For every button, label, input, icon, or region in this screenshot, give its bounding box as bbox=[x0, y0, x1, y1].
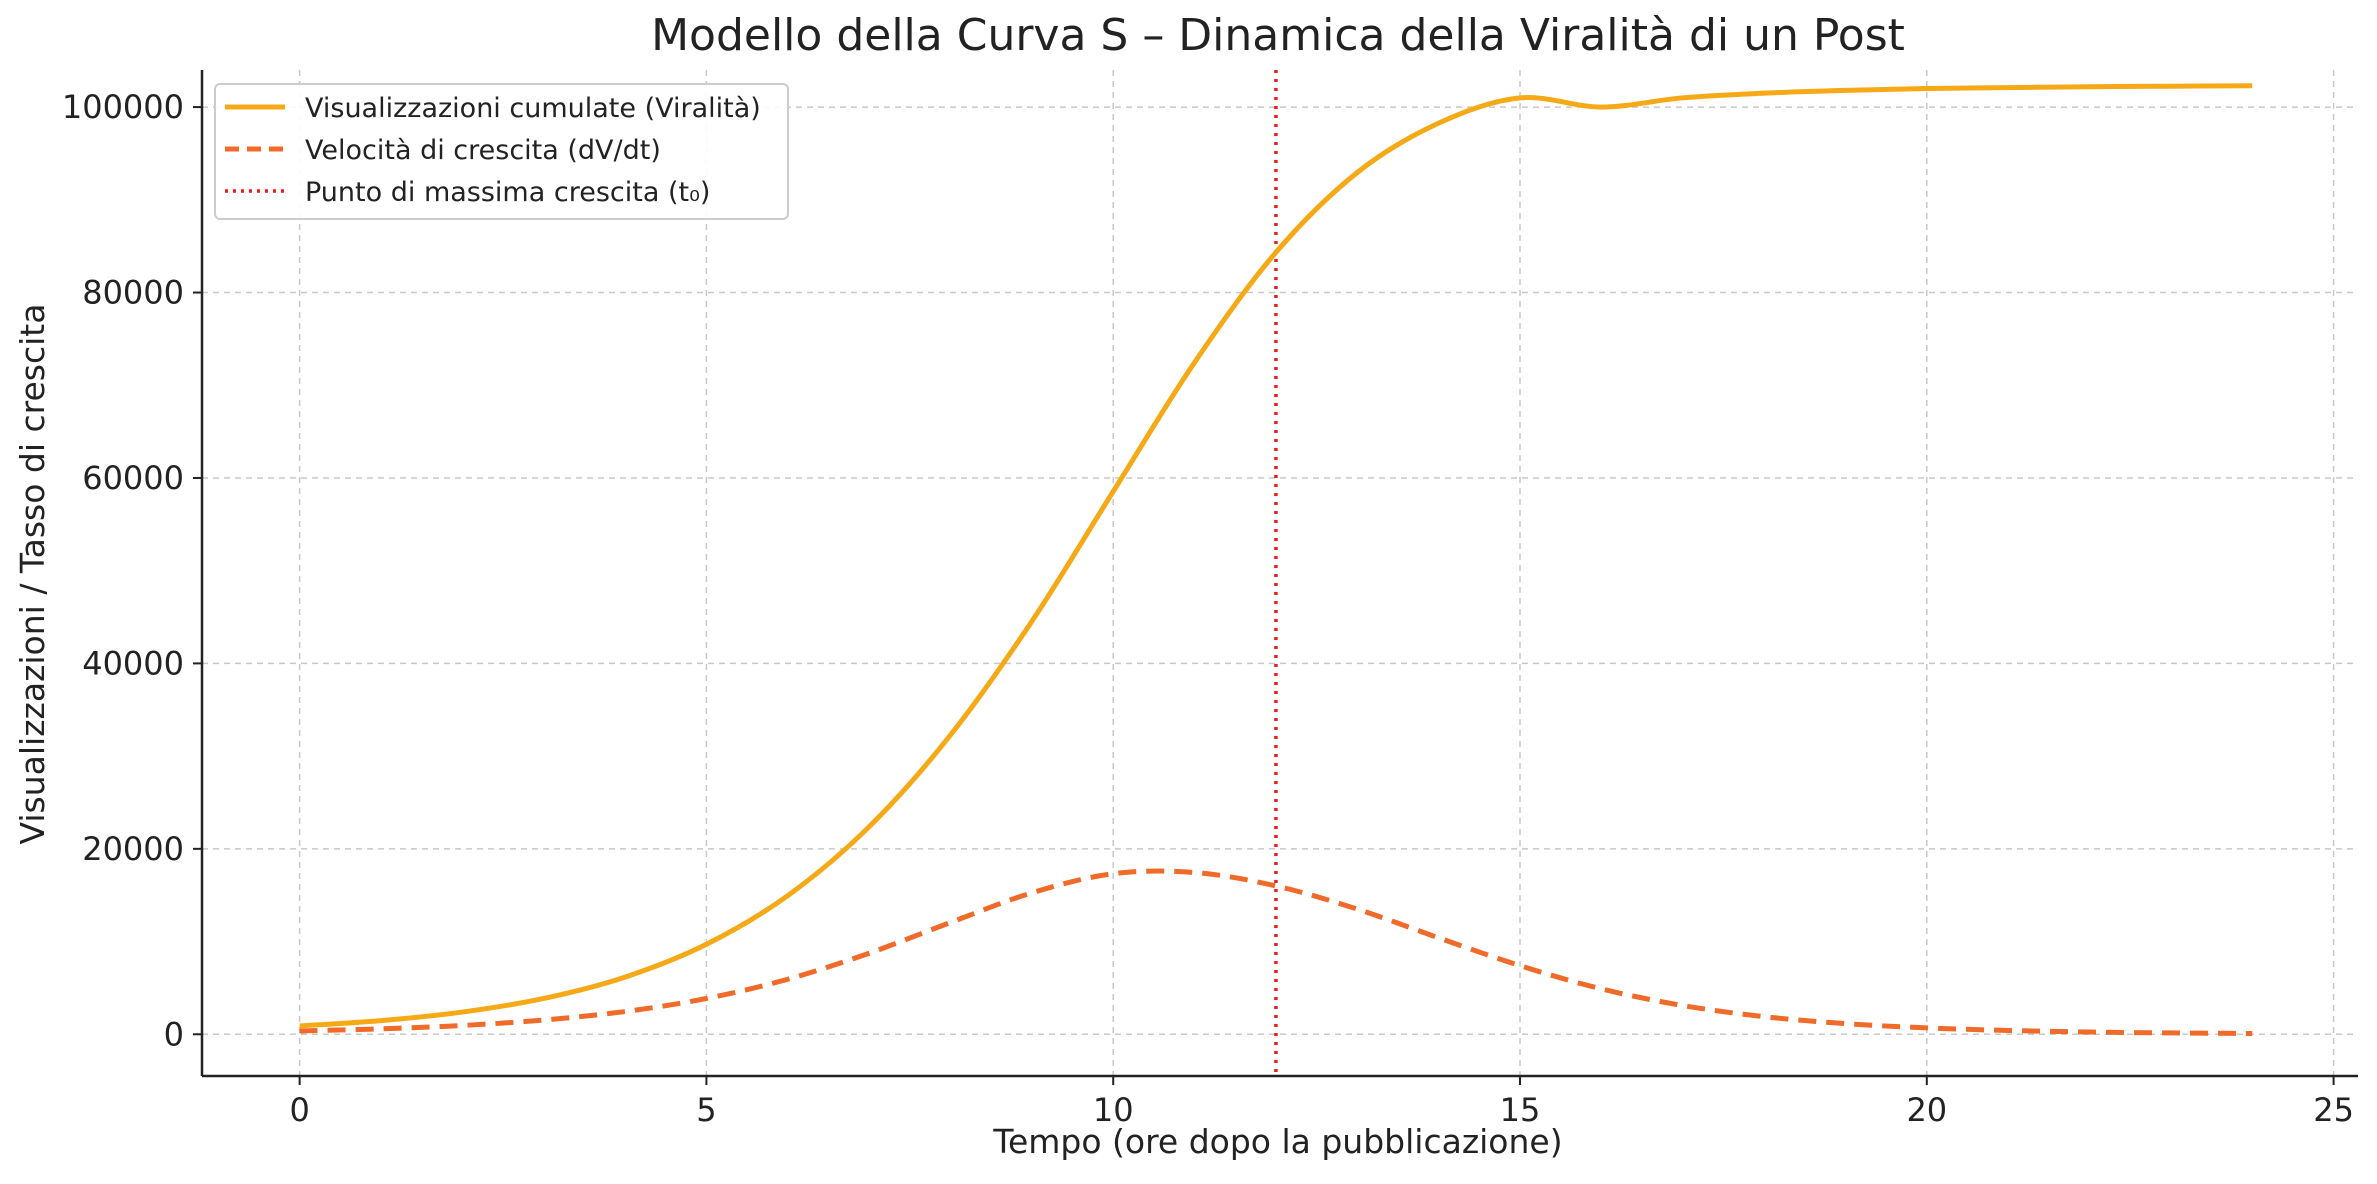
legend-box bbox=[214, 83, 789, 220]
series-line-growth-rate bbox=[299, 868, 2253, 1036]
y-tick-label: 0 bbox=[164, 1015, 184, 1053]
y-tick-label: 80000 bbox=[82, 274, 184, 312]
series-line-cumulative-views bbox=[299, 83, 2253, 1029]
x-tick-label: 5 bbox=[696, 1091, 716, 1129]
x-tick-label: 0 bbox=[289, 1091, 309, 1129]
x-tick-label: 10 bbox=[1093, 1091, 1134, 1129]
axes bbox=[200, 70, 2358, 1078]
grid bbox=[202, 70, 2358, 1076]
x-tick-label: 20 bbox=[1906, 1091, 1947, 1129]
x-tick-label: 15 bbox=[1500, 1091, 1541, 1129]
chart-title: Modello della Curva S – Dinamica della V… bbox=[651, 10, 1905, 61]
y-axis-label: Visualizzazioni / Tasso di crescita bbox=[13, 304, 52, 845]
y-tick-label: 100000 bbox=[62, 88, 184, 126]
legend-label: Visualizzazioni cumulate (Viralità) bbox=[305, 93, 761, 124]
tick-labels: 0 5 10 15 20 25 0 20000 40000 60000 80000 100000 bbox=[62, 88, 2354, 1129]
legend-label: Punto di massima crescita (t₀) bbox=[305, 177, 710, 208]
y-tick-label: 20000 bbox=[82, 830, 184, 868]
plot-area bbox=[299, 70, 2253, 1076]
y-tick-label: 40000 bbox=[82, 644, 184, 682]
y-tick-label: 60000 bbox=[82, 459, 184, 497]
legend-label: Velocità di crescita (dV/dt) bbox=[305, 135, 661, 166]
x-axis-label: Tempo (ore dopo la pubblicazione) bbox=[992, 1122, 1562, 1161]
legend-entry-cumulative-views: Visualizzazioni cumulate (Viralità) bbox=[225, 93, 761, 124]
legend-entry-growth-rate: Velocità di crescita (dV/dt) bbox=[225, 135, 661, 166]
legend: Visualizzazioni cumulate (Viralità) Veloc… bbox=[214, 83, 789, 220]
legend-entry-max-growth: Punto di massima crescita (t₀) bbox=[225, 177, 710, 208]
x-tick-label: 25 bbox=[2313, 1091, 2354, 1129]
